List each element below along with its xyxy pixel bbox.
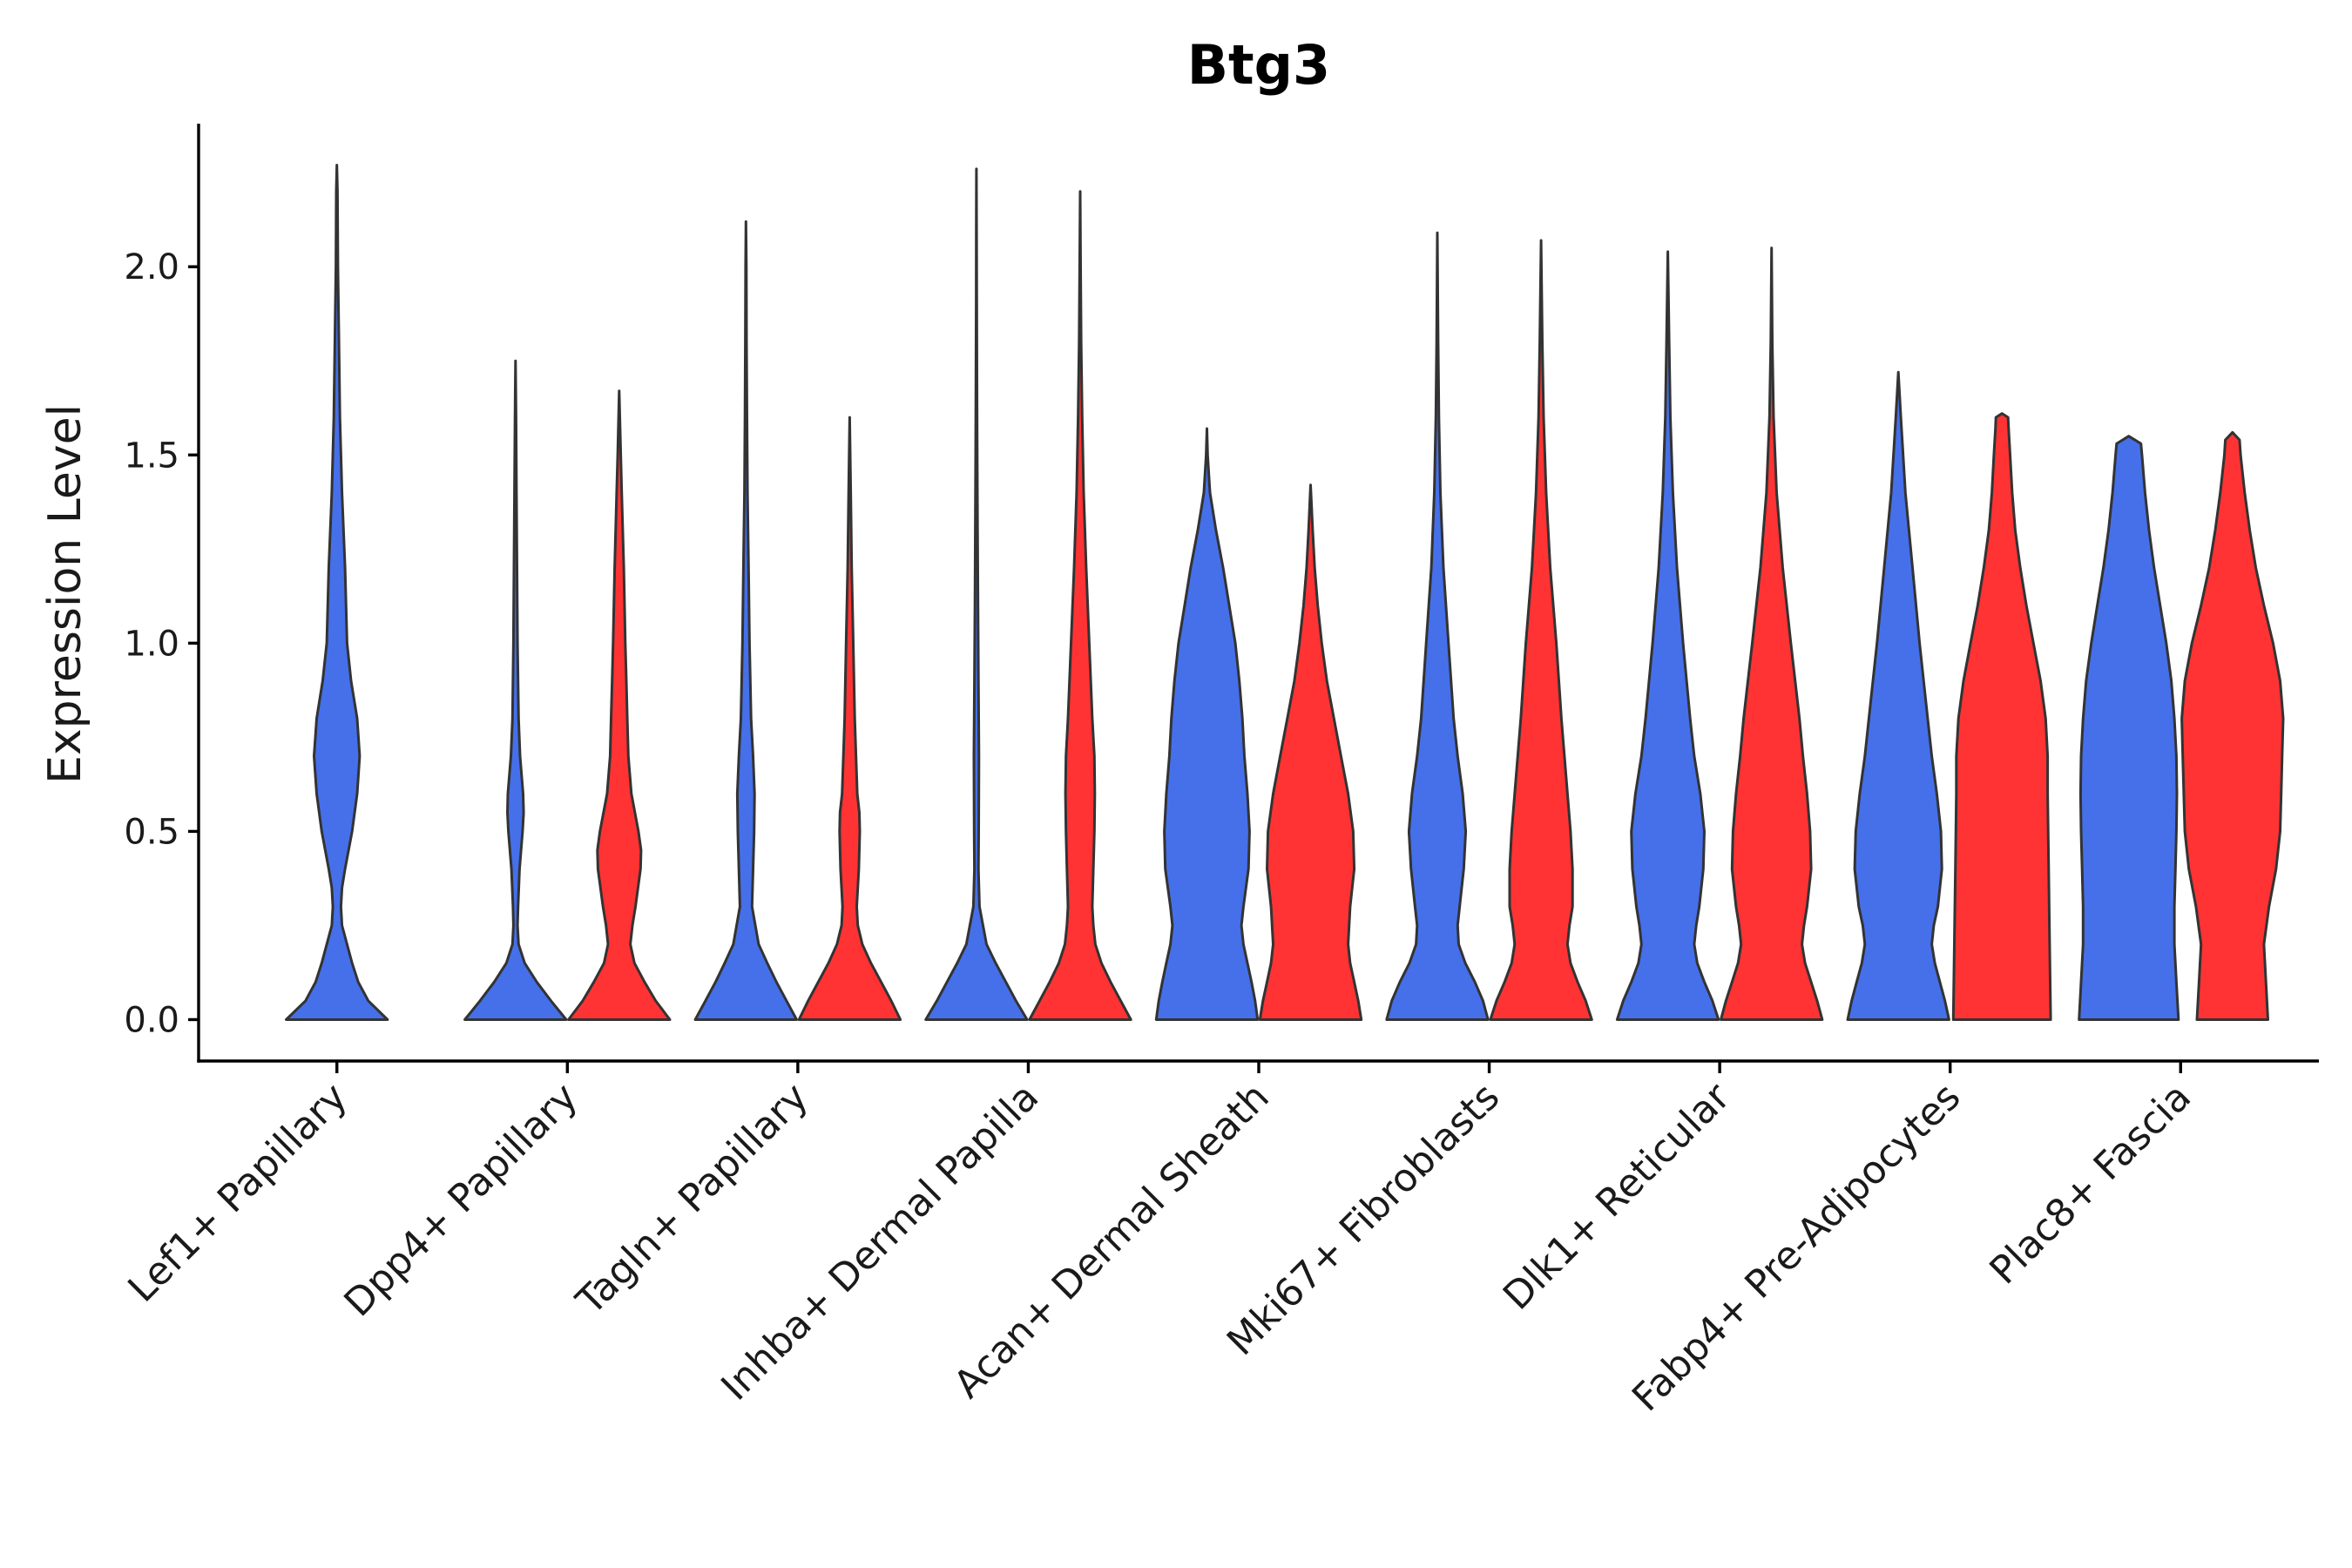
violin-red-5	[797, 416, 902, 1021]
x-tick-label: Dlk1+ Reticular	[1495, 1074, 1740, 1319]
violin-red-13	[1720, 247, 1824, 1021]
violin-blue-6	[924, 167, 1029, 1021]
x-tick-label: Plac8+ Fascia	[1982, 1075, 2200, 1294]
violin-red-7	[1028, 190, 1132, 1021]
violin-blue-12	[1615, 250, 1720, 1021]
violin-blue-8	[1154, 427, 1260, 1021]
violin-blue-10	[1385, 231, 1490, 1021]
violin-red-17	[2180, 430, 2285, 1021]
violin-blue-4	[693, 220, 798, 1021]
violin-red-9	[1258, 483, 1363, 1021]
y-tick-label: 0.5	[124, 812, 179, 852]
violin-red-15	[1951, 412, 2052, 1021]
y-axis-ticks: 0.0 0.5 1.0 1.5 2.0	[124, 247, 199, 1040]
y-tick-label: 0.0	[124, 1000, 179, 1040]
violin-blue-1	[285, 164, 389, 1021]
y-tick-label: 2.0	[124, 247, 179, 287]
violin-red-11	[1489, 239, 1593, 1021]
chart-title: Btg3	[1187, 33, 1330, 97]
y-axis-label: Expression Level	[39, 404, 91, 784]
y-tick-label: 1.0	[124, 624, 179, 664]
violin-red-3	[567, 389, 672, 1021]
violin-blue-2	[463, 359, 568, 1021]
violin-blue-14	[1846, 370, 1950, 1021]
x-tick-label: Lef1+ Papillary	[119, 1075, 355, 1311]
y-tick-label: 1.5	[124, 436, 179, 476]
violin-group	[285, 164, 2285, 1021]
x-tick-label: Dpp4+ Papillary	[335, 1075, 586, 1326]
x-tick-label: Tagln+ Papillary	[568, 1075, 817, 1324]
violin-blue-16	[2078, 435, 2180, 1021]
